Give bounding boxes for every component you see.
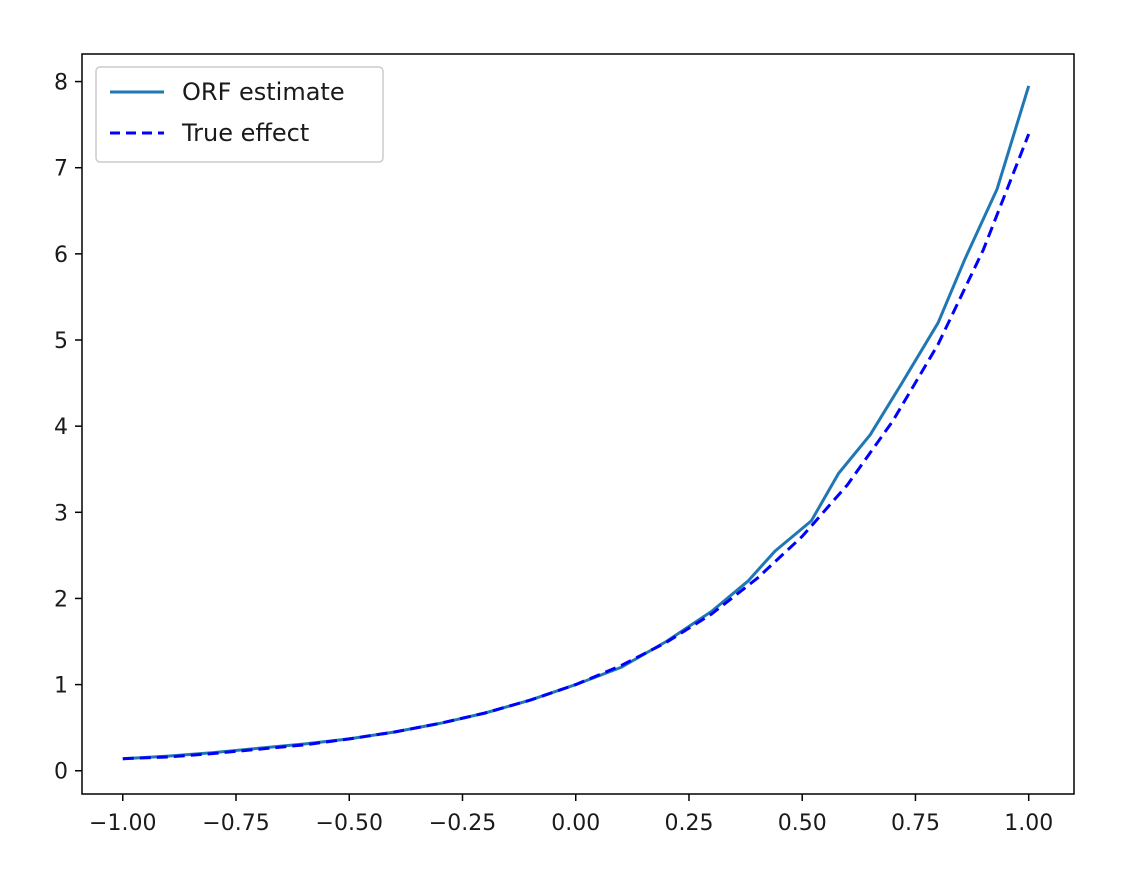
x-tick-label: −0.50 [316,811,383,836]
x-tick-label: 0.50 [778,811,827,836]
y-tick-label: 2 [54,587,68,612]
y-tick-label: 3 [54,501,68,526]
x-tick-label: 0.75 [891,811,940,836]
legend: ORF estimate True effect [95,66,384,163]
y-tick-label: 6 [54,243,68,268]
y-tick-label: 7 [54,157,68,182]
y-tick-label: 4 [54,415,68,440]
y-tick-label: 8 [54,71,68,96]
legend-box [95,66,384,163]
x-tick-label: 0.25 [664,811,713,836]
y-tick-label: 1 [54,674,68,699]
x-tick-label: −0.75 [202,811,269,836]
series-line-orf-estimate [122,85,1031,761]
plot-lines [122,85,1031,761]
series-line-true-effect [122,133,1031,761]
y-axis: 0 1 2 3 4 5 6 7 8 [54,71,82,785]
y-tick-label: 0 [54,760,68,785]
y-tick-label: 5 [54,329,68,354]
x-axis: −1.00 −0.75 −0.50 −0.25 0.00 0.25 0.50 0.75 1.00 [89,794,1053,836]
x-tick-label: 1.00 [1004,811,1053,836]
x-tick-label: −1.00 [89,811,156,836]
x-tick-label: 0.00 [551,811,600,836]
x-tick-label: −0.25 [429,811,496,836]
axes-frame [81,53,1075,795]
legend-label-true-effect: True effect [181,119,309,147]
legend-label-orf-estimate: ORF estimate [182,78,345,106]
